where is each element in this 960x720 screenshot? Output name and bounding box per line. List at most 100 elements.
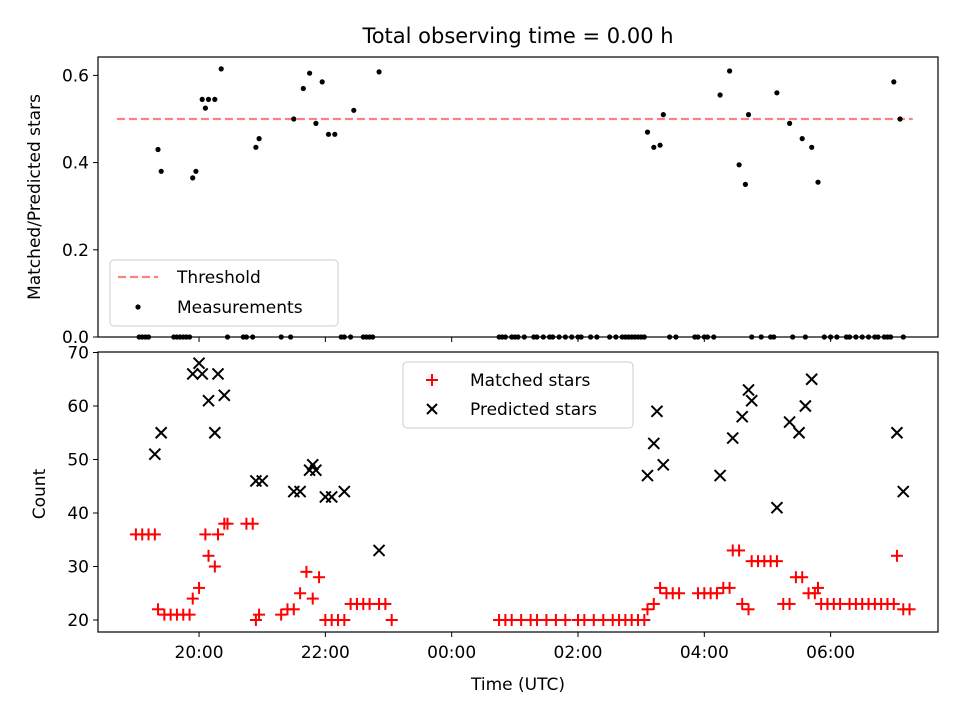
y-tick-label: 50 <box>67 451 89 471</box>
predicted-star-point <box>742 383 755 397</box>
matched-star-point <box>654 581 667 594</box>
matched-star-point <box>638 614 651 626</box>
measurement-point <box>799 136 805 142</box>
predicted-star-point <box>799 399 812 413</box>
matched-star-point <box>246 517 259 530</box>
predicted-star-point <box>890 426 904 439</box>
matched-legend-swatch <box>426 374 438 386</box>
measurement-point <box>787 120 793 126</box>
measurement-point <box>205 96 212 102</box>
measurement-point <box>202 105 208 111</box>
measurement-point <box>809 144 815 150</box>
matched-star-point <box>385 614 398 626</box>
measurement-point <box>657 142 663 148</box>
top-y-axis: 0.0 0.2 0.4 0.6 <box>62 66 98 348</box>
matched-star-point <box>152 603 164 616</box>
matched-star-point <box>199 528 212 541</box>
bottom-legend-box <box>402 361 634 429</box>
measurement-point <box>218 66 224 72</box>
predicted-star-point <box>256 474 269 488</box>
predicted-star-point <box>770 501 784 514</box>
measurement-point <box>313 120 319 126</box>
matched-star-point <box>300 565 313 578</box>
measurement-point <box>727 68 733 74</box>
predicted-star-point <box>211 367 225 381</box>
matched-star-point <box>186 592 199 605</box>
matched-star-point <box>783 597 796 610</box>
measurement-point <box>155 146 161 153</box>
measurement-point <box>745 112 752 118</box>
measurement-point <box>351 107 357 113</box>
measurement-point <box>199 96 205 102</box>
measurement-point <box>891 79 897 85</box>
measurement-point <box>376 69 382 75</box>
matched-star-point <box>903 603 916 616</box>
predicted-star-point <box>805 373 818 386</box>
predicted-star-point <box>309 463 323 477</box>
matched-star-point <box>812 581 824 594</box>
measurement-point <box>660 112 666 118</box>
matched-star-point <box>379 597 392 610</box>
measurement-point <box>644 129 651 135</box>
top-y-axis-label: Matched/Predicted stars <box>25 94 45 300</box>
measurement-point <box>742 181 749 187</box>
matched-star-point <box>641 603 654 616</box>
matched-star-point <box>890 549 903 562</box>
predicted-star-point <box>338 485 351 498</box>
matched-star-point <box>208 560 221 573</box>
matched-star-point <box>647 597 660 610</box>
predicted-star-point <box>726 431 739 445</box>
y-tick-label: 0.2 <box>62 241 89 261</box>
bottom-legend: Matched stars Predicted stars <box>402 361 634 429</box>
x-axis-label: Time (UTC) <box>470 675 565 695</box>
measurement-point <box>319 79 325 85</box>
y-tick-label: 60 <box>67 397 89 417</box>
measurement-point <box>717 92 723 98</box>
matched-star-point <box>710 587 723 600</box>
top-x-axis-ticks <box>198 337 832 342</box>
matched-star-point <box>338 614 351 626</box>
matched-star-point <box>887 597 900 610</box>
measurement-point <box>212 96 218 102</box>
measurement-point <box>256 136 262 142</box>
y-tick-label: 0.6 <box>62 66 89 86</box>
measurement-point <box>193 168 199 174</box>
predicted-star-point <box>647 437 660 450</box>
top-axes-frame <box>97 56 939 338</box>
y-tick-label: 0.0 <box>62 328 89 348</box>
measurement-point <box>774 90 780 96</box>
y-tick-label: 30 <box>67 558 89 578</box>
predicted-star-point <box>202 394 215 407</box>
measurement-point <box>736 162 742 168</box>
predicted-star-point <box>148 447 162 461</box>
predicted-star-point <box>293 485 307 498</box>
matched-star-point <box>313 571 326 584</box>
measurement-point <box>300 85 306 92</box>
matched-star-point <box>221 517 234 530</box>
predicted-star-point <box>641 469 654 482</box>
matched-star-point <box>742 603 755 616</box>
predicted-star-point <box>897 485 910 498</box>
matched-star-point <box>559 614 572 626</box>
measurement-point <box>332 131 338 137</box>
matched-star-point <box>287 603 300 616</box>
predicted-star-point <box>657 458 670 472</box>
y-tick-label: 0.4 <box>62 154 89 174</box>
x-tick-label: 00:00 <box>427 643 476 663</box>
x-tick-label: 02:00 <box>554 643 603 663</box>
matched-star-point <box>294 587 307 600</box>
matched-star-point <box>736 597 749 610</box>
measurement-point <box>190 175 196 181</box>
top-legend-box <box>109 259 339 327</box>
predicted-star-point <box>208 426 222 439</box>
predicted-star-point <box>713 469 727 482</box>
predicted-legend-swatch <box>426 403 438 415</box>
matched-star-point <box>306 592 319 605</box>
measurements-legend-swatch <box>135 304 141 310</box>
x-tick-label: 20:00 <box>175 643 224 663</box>
matched-star-point <box>253 608 266 621</box>
matched-star-point <box>183 608 196 621</box>
x-tick-label: 06:00 <box>806 643 855 663</box>
predicted-star-point <box>192 356 206 370</box>
